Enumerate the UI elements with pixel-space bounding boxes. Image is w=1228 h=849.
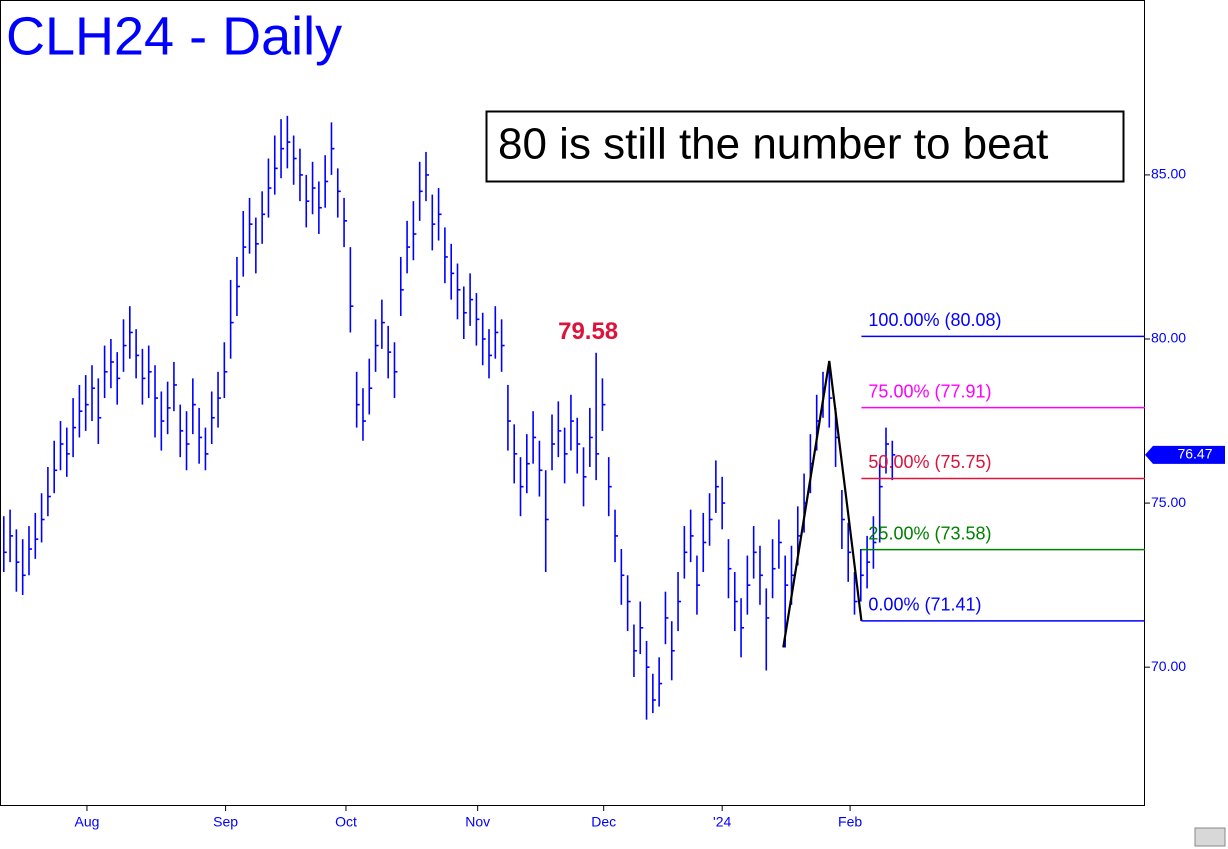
plot-frame bbox=[0, 0, 1145, 806]
y-tick-label: 70.00 bbox=[1151, 658, 1186, 674]
price-tag-label: 76.47 bbox=[1177, 446, 1212, 462]
x-tick-label: Nov bbox=[465, 814, 490, 830]
x-tick-label: Aug bbox=[75, 814, 100, 830]
y-tick-label: 75.00 bbox=[1151, 494, 1186, 510]
chart-title: CLH24 - Daily bbox=[6, 6, 342, 66]
fib-label: 75.00% (77.91) bbox=[868, 381, 991, 401]
price-tag bbox=[1145, 445, 1225, 464]
y-tick-label: 85.00 bbox=[1151, 166, 1186, 182]
note-box bbox=[485, 110, 1125, 183]
x-tick-label: Sep bbox=[213, 814, 238, 830]
scroll-button[interactable] bbox=[1194, 827, 1226, 847]
swing-line bbox=[782, 360, 863, 648]
x-tick-label: Dec bbox=[591, 814, 616, 830]
x-tick-label: '24 bbox=[713, 814, 731, 830]
peak-label: 79.58 bbox=[558, 318, 618, 345]
y-tick-label: 80.00 bbox=[1151, 330, 1186, 346]
fib-label: 100.00% (80.08) bbox=[868, 310, 1001, 330]
x-tick-label: Oct bbox=[335, 814, 357, 830]
x-tick-label: Feb bbox=[838, 814, 862, 830]
fib-label: 50.00% (75.75) bbox=[868, 452, 991, 472]
note: 80 is still the number to beat bbox=[498, 120, 1048, 169]
fib-label: 0.00% (71.41) bbox=[868, 595, 981, 615]
fib-label: 25.00% (73.58) bbox=[868, 523, 991, 543]
